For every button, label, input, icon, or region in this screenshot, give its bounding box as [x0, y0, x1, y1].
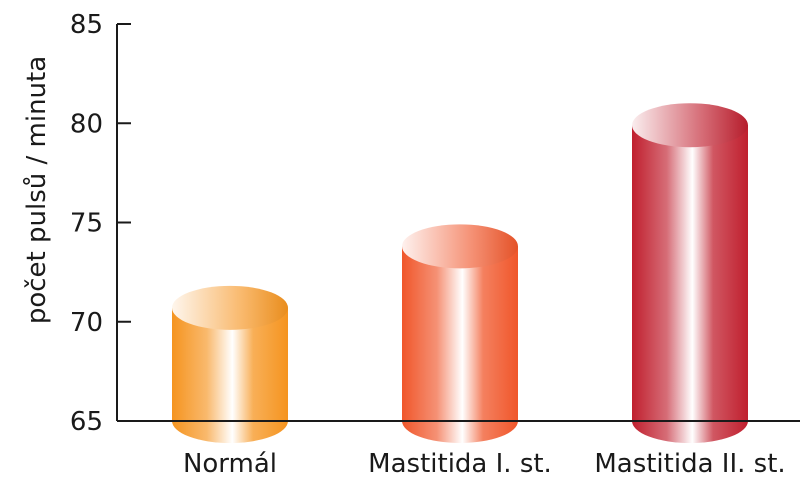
bar-1 — [172, 285, 288, 443]
x-axis-labels: Normál Mastitida I. st. Mastitida II. st. — [183, 449, 786, 479]
y-axis-title-group: počet pulsů / minuta — [22, 56, 52, 324]
x-category-label: Mastitida I. st. — [368, 449, 552, 479]
axes — [116, 24, 800, 422]
y-tick-label: 75 — [70, 209, 103, 239]
y-tick-label: 70 — [70, 308, 103, 338]
bar-top — [402, 224, 518, 269]
bar-body — [402, 246, 518, 443]
y-tick-label: 65 — [70, 407, 103, 437]
y-axis-ticks: 65 70 75 80 85 — [70, 10, 131, 437]
bars — [172, 103, 748, 444]
bar-top — [172, 285, 288, 330]
bar-2 — [402, 224, 518, 443]
y-tick-label: 85 — [70, 10, 103, 40]
x-category-label: Normál — [183, 449, 277, 479]
bar-body — [632, 125, 748, 444]
bar-body — [172, 307, 288, 443]
y-tick-label: 80 — [70, 109, 103, 139]
x-category-label: Mastitida II. st. — [594, 449, 785, 479]
bar-top — [632, 103, 748, 148]
bar-3 — [632, 103, 748, 444]
y-axis-title: počet pulsů / minuta — [22, 56, 52, 324]
